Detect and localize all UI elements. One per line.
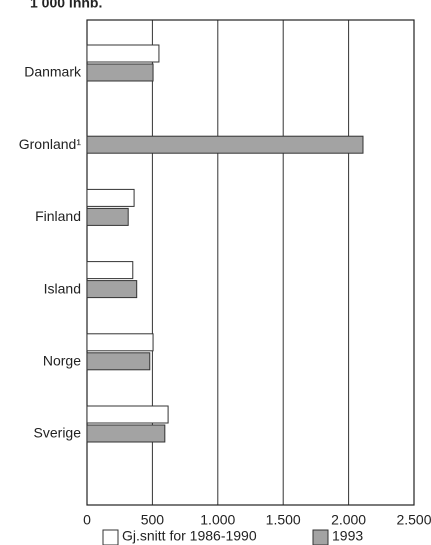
y-tick-label: Sverige (34, 425, 82, 441)
bar (86, 424, 166, 443)
y-tick-label: Norge (43, 353, 81, 369)
x-tick-label: 2.500 (396, 512, 431, 528)
bar (86, 280, 138, 299)
y-tick-label: Finland (35, 208, 81, 224)
y-tick-label: Danmark (24, 64, 82, 80)
bar (86, 135, 364, 154)
bar (86, 333, 154, 352)
bar (86, 188, 135, 207)
y-tick-label: Gronland¹ (19, 136, 82, 152)
x-tick-label: 2.000 (331, 512, 366, 528)
x-tick-label: 1.000 (200, 512, 235, 528)
legend-swatch (102, 529, 119, 545)
legend-swatch (312, 529, 329, 545)
bar (86, 352, 151, 371)
x-tick-label: 500 (141, 512, 165, 528)
y-tick-label: Island (44, 280, 81, 296)
x-tick-label: 0 (83, 512, 91, 528)
bar (86, 44, 160, 63)
bar (86, 63, 154, 82)
legend-label: Gj.snitt for 1986-1990 (122, 528, 257, 544)
bar (86, 207, 129, 226)
chart-subtitle: 1 000 innb. (30, 0, 102, 11)
x-tick-label: 1.500 (266, 512, 301, 528)
bar (86, 405, 169, 424)
legend-label: 1993 (332, 528, 363, 544)
bar (86, 261, 134, 280)
